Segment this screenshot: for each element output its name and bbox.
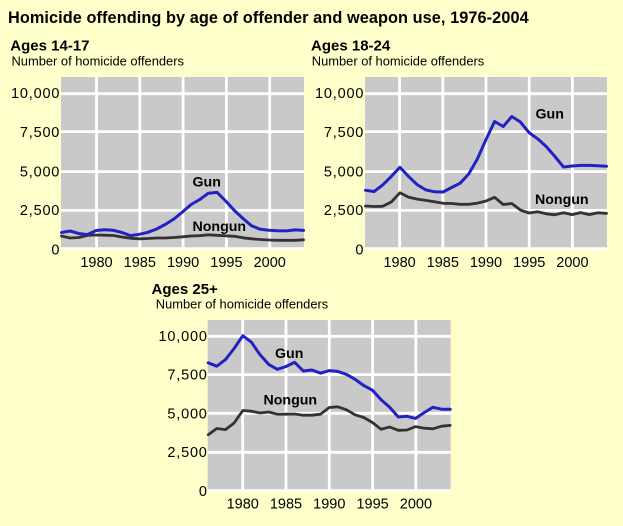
svg-text:1995: 1995	[210, 255, 242, 271]
svg-text:1985: 1985	[427, 255, 459, 271]
svg-text:Ages 14-17: Ages 14-17	[10, 37, 89, 54]
svg-text:1990: 1990	[470, 255, 502, 271]
svg-text:2,500: 2,500	[20, 203, 60, 219]
svg-text:1980: 1980	[80, 255, 112, 271]
svg-text:1985: 1985	[270, 496, 302, 512]
svg-text:7,500: 7,500	[20, 125, 60, 141]
svg-text:1990: 1990	[167, 255, 199, 271]
svg-text:Gun: Gun	[275, 346, 303, 362]
svg-text:0: 0	[51, 243, 60, 259]
svg-text:Number of homicide offenders: Number of homicide offenders	[12, 53, 184, 68]
svg-text:Ages 18-24: Ages 18-24	[311, 37, 391, 54]
svg-text:Number of homicide offenders: Number of homicide offenders	[156, 297, 328, 312]
svg-text:1980: 1980	[227, 496, 259, 512]
svg-text:5,000: 5,000	[20, 164, 60, 180]
svg-text:Number of homicide offenders: Number of homicide offenders	[312, 53, 484, 68]
svg-text:10,000: 10,000	[159, 329, 208, 345]
svg-text:7,500: 7,500	[324, 125, 364, 141]
svg-text:1995: 1995	[356, 496, 388, 512]
svg-text:Ages 25+: Ages 25+	[152, 281, 219, 298]
svg-text:1995: 1995	[513, 255, 545, 271]
svg-text:Homicide offending by age of o: Homicide offending by age of offender an…	[8, 9, 529, 27]
svg-text:10,000: 10,000	[11, 86, 60, 102]
svg-text:Nongun: Nongun	[535, 192, 589, 208]
svg-text:Nongun: Nongun	[264, 393, 318, 409]
svg-text:1990: 1990	[313, 496, 345, 512]
svg-text:2,500: 2,500	[167, 445, 207, 461]
svg-text:5,000: 5,000	[167, 406, 207, 422]
svg-text:1980: 1980	[383, 255, 415, 271]
svg-text:2000: 2000	[254, 255, 286, 271]
svg-text:1985: 1985	[124, 255, 156, 271]
svg-text:Gun: Gun	[536, 107, 564, 123]
svg-text:2,500: 2,500	[324, 203, 364, 219]
svg-text:2000: 2000	[556, 255, 588, 271]
svg-text:7,500: 7,500	[167, 368, 207, 384]
svg-text:Gun: Gun	[193, 174, 221, 190]
svg-text:2000: 2000	[400, 496, 432, 512]
svg-text:0: 0	[199, 484, 208, 500]
svg-text:Nongun: Nongun	[193, 219, 247, 235]
svg-text:0: 0	[355, 243, 364, 259]
svg-text:10,000: 10,000	[315, 86, 364, 102]
svg-text:5,000: 5,000	[324, 164, 364, 180]
